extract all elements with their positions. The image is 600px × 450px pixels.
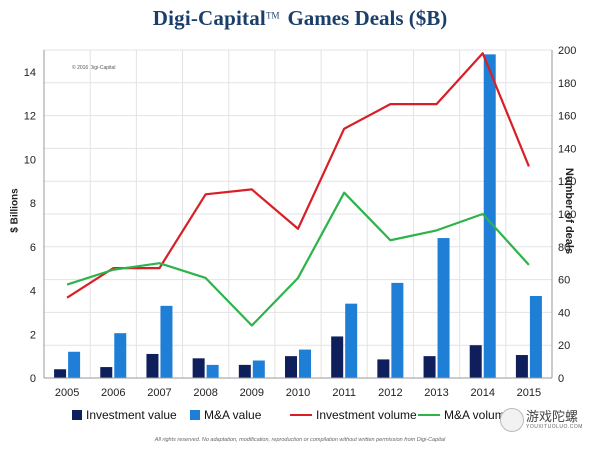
y-tick-label-right: 140: [558, 143, 576, 155]
x-tick-label: 2009: [240, 387, 264, 399]
bar-ma-value: [160, 305, 173, 378]
bar-ma-value: [483, 54, 496, 379]
line-ma-volume: [66, 191, 530, 327]
bar-investment-value: [100, 367, 113, 378]
title-brand: Digi-Capital: [152, 6, 266, 30]
legend-ma-volume: M&A volume: [418, 408, 511, 422]
legend-label: Investment value: [86, 408, 177, 422]
y-axis-label-right: Number of deals: [563, 167, 575, 255]
title-text: Games Deals ($B): [287, 6, 448, 30]
copyright-note: © 2016 Digi-Capital: [72, 65, 116, 71]
watermark: 游戏陀螺 YOUXITUOLUO.COM: [500, 406, 592, 438]
y-tick-label-right: 20: [558, 340, 570, 352]
x-tick-label: 2008: [193, 387, 217, 399]
legend-label: Investment volume: [316, 408, 417, 422]
bar-ma-value: [529, 296, 542, 378]
x-tick-label: 2013: [424, 387, 448, 399]
bar-ma-value: [437, 238, 450, 378]
legend-ma-value: M&A value: [190, 408, 261, 422]
watermark-url: YOUXITUOLUO.COM: [526, 424, 583, 430]
y-tick-label-left: 6: [30, 242, 36, 254]
bar-investment-value: [377, 359, 390, 378]
y-tick-label-left: 8: [30, 198, 36, 210]
legend-swatch-ma-volume: [418, 414, 440, 416]
bar-investment-value: [192, 358, 205, 378]
y-tick-label-right: 100: [558, 209, 576, 221]
y-tick-label-left: 14: [24, 67, 36, 79]
x-tick-label: 2014: [470, 387, 494, 399]
bar-investment-value: [238, 364, 251, 378]
x-tick-label: 2012: [378, 387, 402, 399]
y-tick-label-left: 0: [30, 373, 36, 385]
y-axis-label-left: $ Billions: [9, 188, 21, 233]
bar-investment-value: [146, 353, 159, 378]
bar-investment-value: [331, 336, 344, 378]
x-tick-label: 2006: [101, 387, 125, 399]
y-tick-label-right: 80: [558, 242, 570, 254]
bar-investment-value: [469, 345, 482, 378]
y-tick-label-right: 60: [558, 275, 570, 287]
bar-ma-value: [252, 360, 265, 378]
line-investment-volume: [66, 52, 530, 299]
watermark-text: 游戏陀螺: [526, 410, 579, 425]
x-tick-label: 2011: [332, 387, 356, 399]
legend-swatch-investment-volume: [290, 414, 312, 416]
bar-ma-value: [345, 303, 358, 378]
bar-investment-value: [515, 355, 528, 378]
title-trademark: TM: [265, 10, 280, 21]
legend-label: M&A volume: [444, 408, 512, 422]
y-tick-label-left: 2: [30, 329, 36, 341]
y-tick-label-left: 12: [24, 111, 36, 123]
bar-investment-value: [54, 369, 67, 378]
bar-ma-value: [206, 364, 219, 378]
bar-ma-value: [299, 349, 311, 378]
legend-swatch-investment-value: [72, 410, 82, 420]
x-tick-label: 2015: [517, 387, 541, 399]
bar-investment-value: [285, 356, 297, 378]
bar-ma-value: [68, 351, 81, 378]
y-tick-label-left: 10: [24, 154, 36, 166]
y-tick-label-right: 200: [558, 45, 576, 57]
y-tick-label-right: 160: [558, 111, 576, 123]
legend-investment-volume: Investment volume: [290, 408, 417, 422]
legend-label: M&A value: [204, 408, 262, 422]
y-tick-label-right: 120: [558, 176, 576, 188]
bar-investment-value: [423, 356, 436, 378]
x-tick-label: 2010: [286, 387, 310, 399]
y-tick-label-right: 180: [558, 78, 576, 90]
y-tick-label-right: 0: [558, 373, 564, 385]
watermark-logo-icon: [500, 408, 524, 432]
legend-swatch-ma-value: [190, 410, 200, 420]
bar-ma-value: [114, 333, 127, 378]
legend-investment-value: Investment value: [72, 408, 177, 422]
y-tick-label-left: 4: [30, 286, 36, 298]
x-tick-label: 2007: [147, 387, 171, 399]
bar-ma-value: [391, 282, 404, 378]
chart-title: Digi-CapitalTM Games Deals ($B): [0, 6, 600, 31]
footer-note: All rights reserved. No adaptation, modi…: [154, 437, 446, 443]
y-tick-label-right: 40: [558, 307, 570, 319]
x-tick-label: 2005: [55, 387, 79, 399]
